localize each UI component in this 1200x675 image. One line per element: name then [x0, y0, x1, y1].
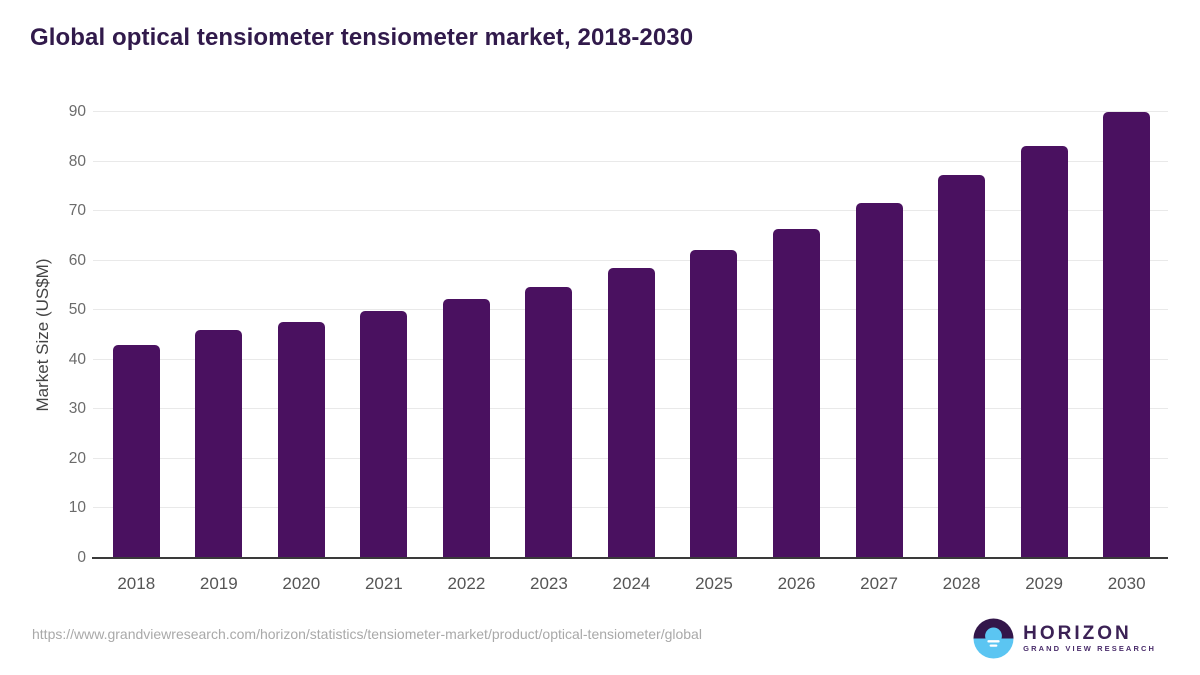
bar-2027 [855, 203, 903, 558]
page-title: Global optical tensiometer tensiometer m… [30, 24, 694, 51]
bar-slot-2020: 2020 [260, 112, 343, 593]
bar-2018 [112, 344, 160, 558]
y-tick-label-70: 70 [68, 202, 86, 220]
x-tick-label-2021: 2021 [364, 574, 403, 593]
bar-2021 [360, 311, 408, 558]
bar-2022 [442, 299, 490, 558]
bar-slot-2019: 2019 [178, 112, 261, 593]
bar-slot-2024: 2024 [590, 112, 673, 593]
bar-2029 [1020, 145, 1068, 558]
bar-2025 [690, 249, 738, 558]
bar-slot-2030: 2030 [1085, 112, 1168, 593]
horizon-sun-icon [973, 618, 1014, 659]
x-tick-label-2028: 2028 [942, 574, 981, 593]
gridline-90 [93, 111, 1168, 112]
bar-slot-2021: 2021 [343, 112, 426, 593]
y-tick-label-80: 80 [68, 152, 86, 170]
logo-subtext: GRAND VIEW RESEARCH [1023, 644, 1156, 654]
bar-slot-2025: 2025 [673, 112, 756, 593]
x-tick-label-2026: 2026 [777, 574, 816, 593]
bar-series: 2018 2019 2020 2021 2022 2023 2024 2025 2026 2027… [95, 112, 1168, 593]
bar-slot-2029: 2029 [1003, 112, 1086, 593]
x-tick-label-2024: 2024 [612, 574, 651, 593]
y-axis-tick-labels: 0 10 20 30 40 50 60 70 80 90 [28, 103, 86, 566]
bar-slot-2028: 2028 [920, 112, 1003, 593]
x-tick-label-2027: 2027 [860, 574, 898, 593]
gridline-60 [93, 259, 1168, 261]
x-tick-label-2018: 2018 [117, 574, 156, 593]
bar-slot-2018: 2018 [95, 112, 178, 593]
source-url: https://www.grandviewresearch.com/horizo… [32, 626, 702, 642]
x-tick-label-2020: 2020 [282, 574, 321, 593]
x-tick-label-2022: 2022 [447, 574, 486, 593]
y-tick-label-90: 90 [68, 103, 86, 120]
bar-2028 [938, 174, 986, 558]
x-tick-label-2019: 2019 [199, 574, 238, 593]
bar-slot-2026: 2026 [755, 112, 838, 593]
y-tick-label-60: 60 [68, 251, 86, 269]
y-tick-label-50: 50 [68, 301, 86, 319]
y-tick-label-10: 10 [68, 499, 86, 517]
y-tick-label-20: 20 [68, 449, 86, 467]
logo-text-block: HORIZON GRAND VIEW RESEARCH [1023, 622, 1156, 654]
bar-2026 [773, 229, 821, 558]
bar-slot-2023: 2023 [508, 112, 591, 593]
gridline-70 [93, 210, 1168, 212]
bar-2023 [525, 286, 573, 558]
y-tick-label-0: 0 [77, 549, 86, 566]
x-tick-label-2025: 2025 [695, 574, 733, 593]
bar-slot-2022: 2022 [425, 112, 508, 593]
bar-2024 [607, 268, 655, 558]
horizon-logo: HORIZON GRAND VIEW RESEARCH [973, 618, 1156, 659]
bar-2030 [1103, 112, 1151, 558]
x-axis-line [92, 557, 1168, 559]
x-tick-label-2030: 2030 [1107, 574, 1146, 593]
y-tick-label-40: 40 [68, 350, 86, 368]
y-tick-label-30: 30 [68, 400, 86, 418]
bar-2020 [277, 322, 325, 558]
plot-area: 2018 2019 2020 2021 2022 2023 2024 2025 2026 2027… [92, 111, 1168, 593]
gridline-80 [93, 160, 1168, 162]
x-tick-label-2029: 2029 [1025, 574, 1064, 593]
x-tick-label-2023: 2023 [530, 574, 568, 593]
logo-name: HORIZON [1023, 622, 1132, 644]
bar-slot-2027: 2027 [838, 112, 921, 593]
bar-2019 [195, 330, 243, 558]
